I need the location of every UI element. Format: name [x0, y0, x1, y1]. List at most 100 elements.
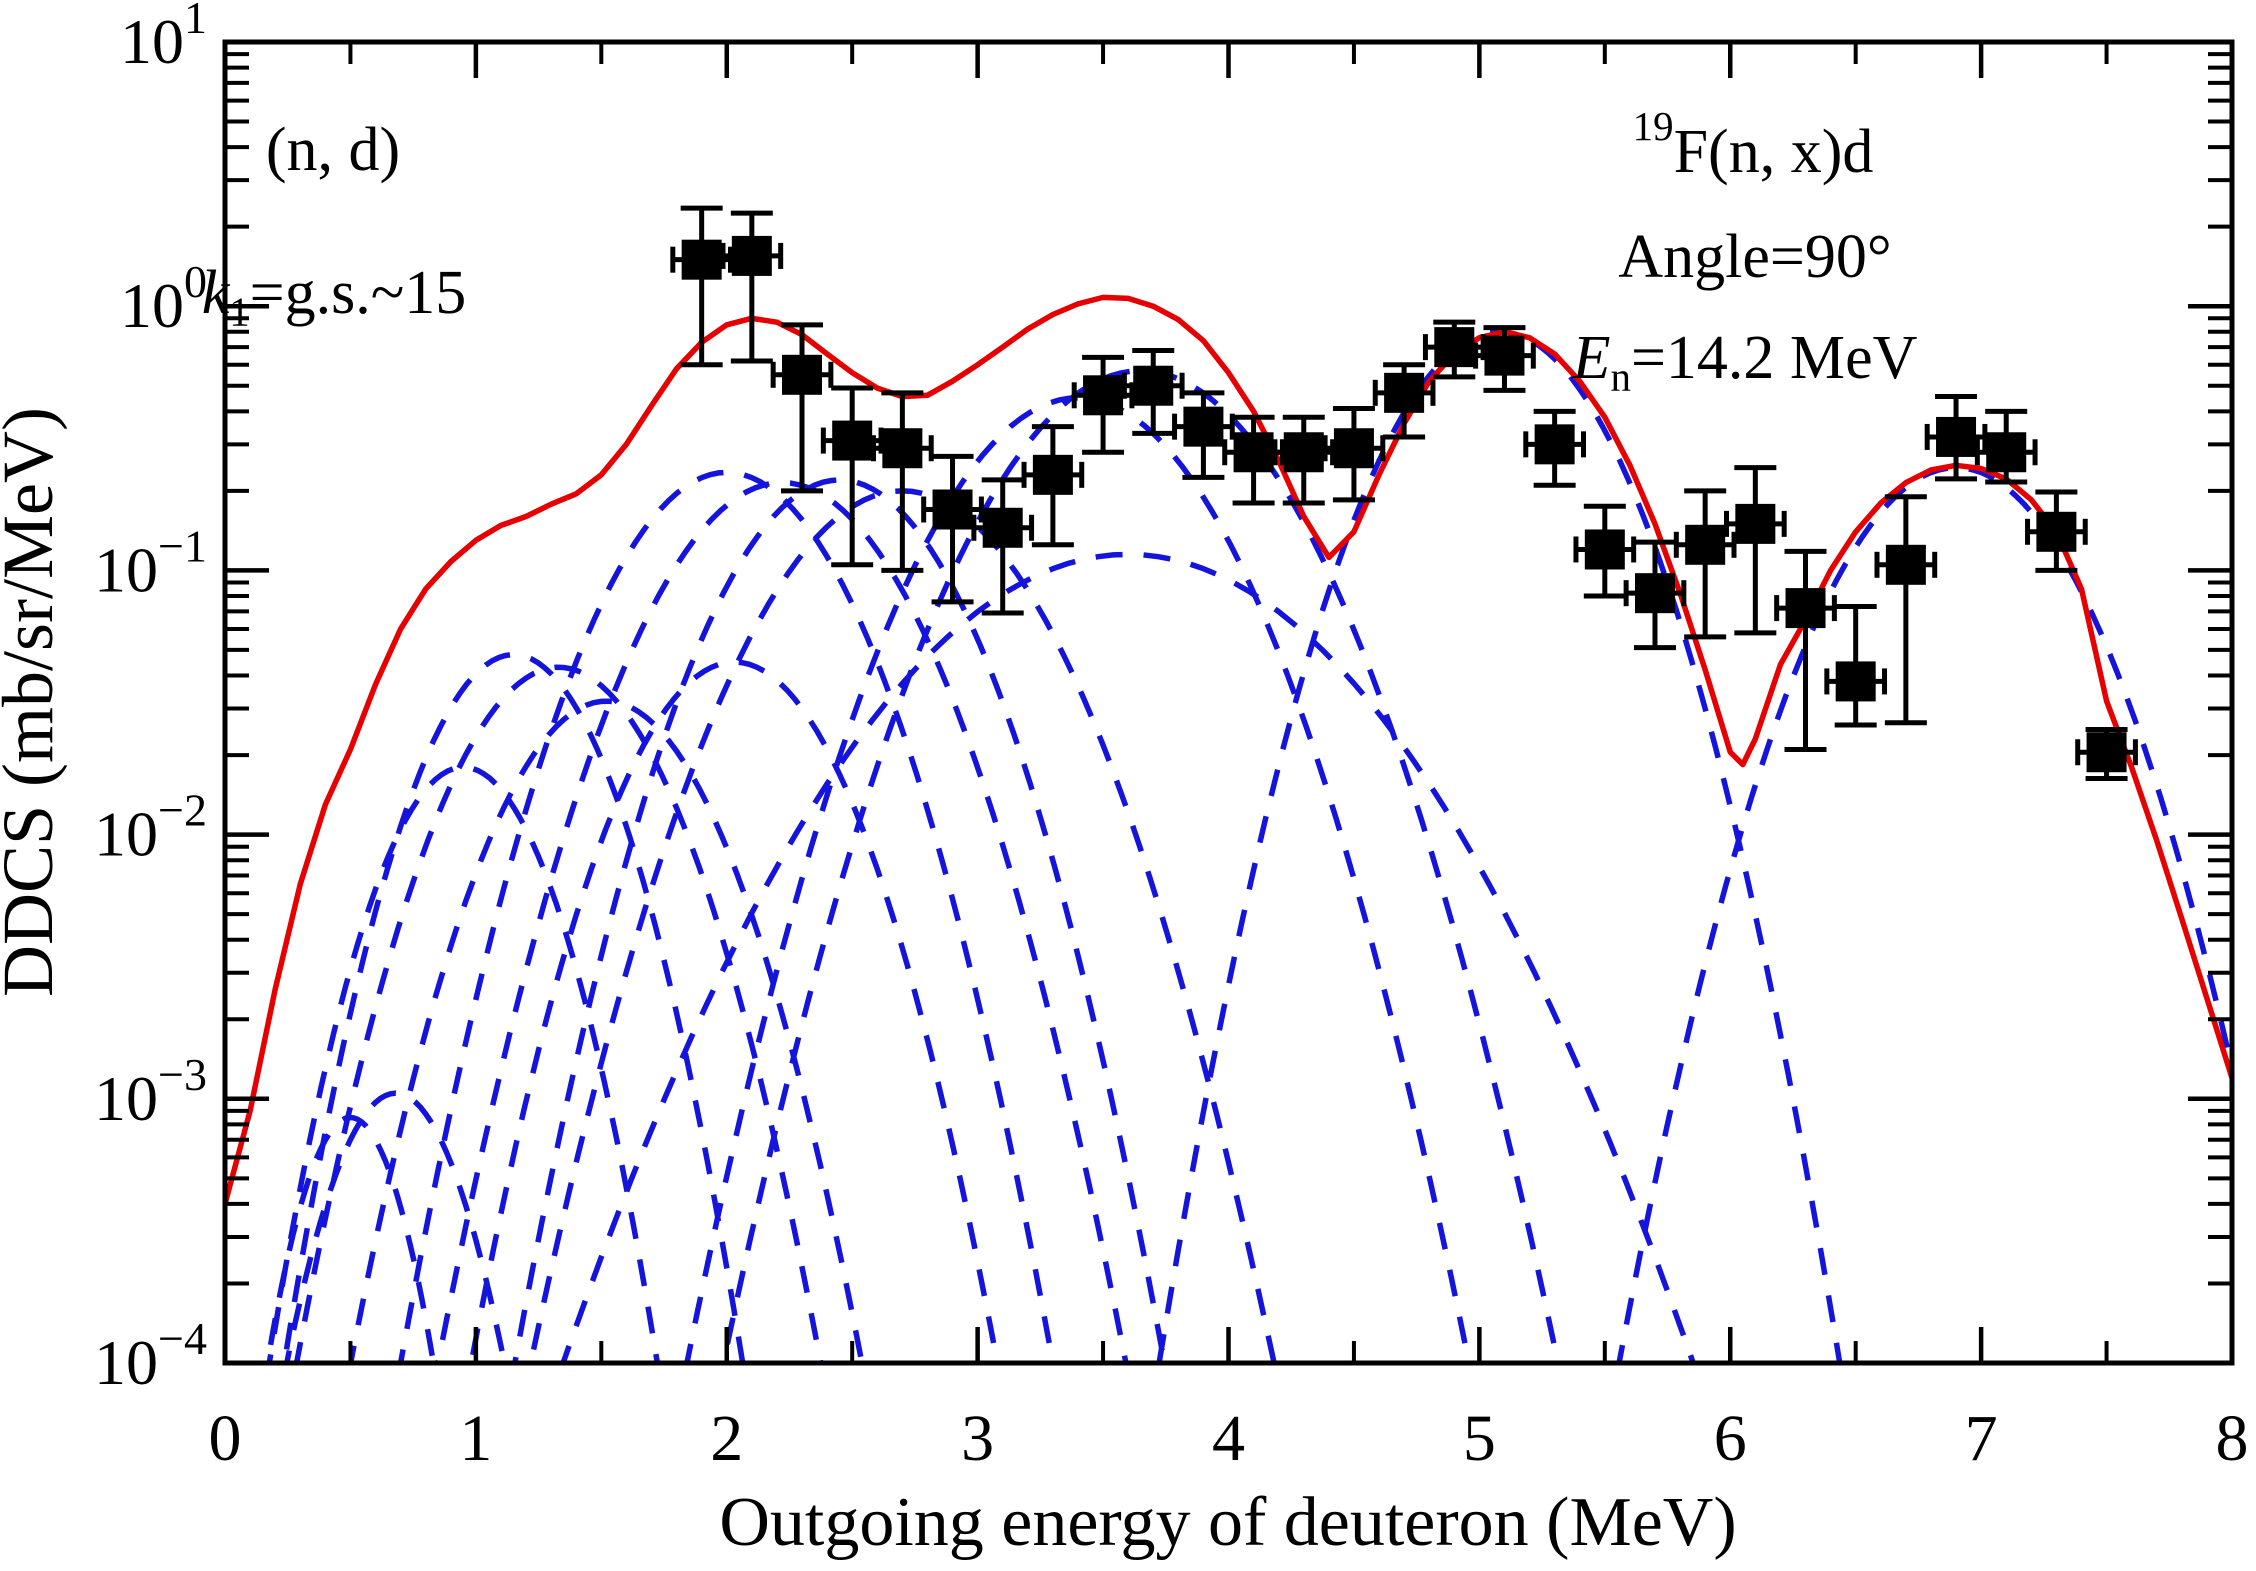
data-point: [1021, 424, 1085, 548]
level-curve: [1616, 464, 2232, 1363]
energy-label: En=14.2 MeV: [1572, 324, 1918, 399]
level-curve: [512, 477, 1168, 1363]
square-marker: [1183, 406, 1224, 447]
x-tick-label: 1: [459, 1402, 492, 1475]
square-marker: [681, 239, 722, 280]
square-marker: [882, 428, 923, 469]
annotations: (n, d) k1=g.s.~15 19F(n, x)d Angle=90° En=14…: [202, 104, 1918, 400]
y-tick-labels: 101 100 10−1 10−2 10−3 10−4: [94, 0, 207, 1398]
square-marker: [1032, 454, 1073, 495]
level-curve: [560, 551, 1697, 1363]
level-curve: [397, 469, 1056, 1363]
square-marker: [731, 235, 772, 276]
data-point: [1623, 539, 1687, 651]
square-marker: [1885, 544, 1926, 585]
square-marker: [1283, 432, 1324, 473]
total-curve: [225, 294, 2232, 1205]
x-tick-label: 2: [710, 1402, 743, 1475]
total-spectrum-line: [225, 294, 2232, 1205]
square-marker: [1233, 432, 1274, 473]
square-marker: [932, 489, 973, 530]
data-point: [770, 322, 834, 494]
data-point: [1824, 604, 1888, 728]
angle-label: Angle=90°: [1618, 223, 1891, 291]
data-point: [1723, 465, 1787, 636]
y-tick-label: 101: [120, 0, 207, 77]
data-point: [1673, 488, 1737, 640]
square-marker: [1534, 424, 1575, 465]
square-marker: [1133, 365, 1174, 406]
data-point: [1222, 414, 1285, 506]
square-marker: [2036, 511, 2077, 552]
square-marker: [832, 420, 873, 461]
square-marker: [1685, 524, 1726, 565]
square-marker: [1584, 529, 1625, 570]
data-point: [1121, 347, 1185, 436]
x-tick-label: 5: [1463, 1402, 1496, 1475]
y-tick-label: 10−1: [94, 520, 207, 605]
data-point: [1523, 408, 1586, 488]
square-marker: [1434, 327, 1475, 368]
square-marker: [1484, 335, 1525, 376]
data-point: [1322, 406, 1386, 503]
x-tick-label: 0: [209, 1402, 242, 1475]
data-point: [1422, 319, 1486, 380]
data-point: [1071, 354, 1135, 455]
square-marker: [982, 507, 1023, 548]
data-point: [1774, 548, 1837, 752]
y-tick-label: 100: [120, 256, 207, 341]
x-tick-label: 3: [961, 1402, 994, 1475]
square-marker: [1735, 503, 1776, 544]
x-axis-title: Outgoing energy of deuteron (MeV): [719, 1484, 1736, 1561]
data-point: [1974, 408, 2038, 485]
square-marker: [1333, 428, 1374, 469]
y-tick-label: 10−2: [94, 785, 207, 870]
square-marker: [2086, 732, 2127, 773]
x-tick-label: 8: [2216, 1402, 2249, 1475]
channel-label: (n, d): [266, 116, 400, 184]
square-marker: [782, 354, 823, 395]
level-curve: [468, 659, 1001, 1363]
y-axis-ticks: [225, 39, 2232, 1366]
data-point: [1874, 494, 1938, 726]
level-curve: [435, 479, 1129, 1363]
reaction-label: 19F(n, x)d: [1633, 104, 1874, 186]
data-point: [921, 453, 984, 605]
data-point: [1272, 414, 1336, 506]
data-point: [971, 477, 1035, 616]
square-marker: [1384, 372, 1425, 413]
data-point: [2025, 489, 2088, 573]
square-marker: [1083, 375, 1124, 416]
data-point: [720, 210, 784, 364]
square-marker: [1835, 661, 1876, 702]
level-curve: [264, 1114, 437, 1363]
square-marker: [1986, 432, 2027, 473]
data-points: [670, 205, 2138, 782]
x-tick-label: 7: [1965, 1402, 1998, 1475]
y-tick-label: 10−3: [94, 1049, 207, 1134]
level-curve: [293, 664, 824, 1363]
levels-label: k1=g.s.~15: [202, 259, 467, 334]
x-tick-label: 4: [1212, 1402, 1245, 1475]
data-point: [2075, 726, 2138, 782]
square-marker: [1936, 416, 1977, 457]
y-tick-label: 10−4: [94, 1313, 207, 1398]
data-point: [1372, 362, 1436, 440]
x-tick-labels: 0 1 2 3 4 5 6 7 8: [209, 1402, 2249, 1475]
data-point: [871, 390, 934, 573]
data-point: [1924, 394, 1988, 482]
level-curve: [347, 698, 865, 1363]
x-axis-ticks: [222, 42, 2235, 1363]
square-marker: [1785, 588, 1826, 629]
data-point: [1473, 325, 1536, 393]
level-curve: [266, 764, 661, 1363]
level-curve: [281, 651, 746, 1363]
level-curve: [684, 395, 1472, 1363]
square-marker: [1634, 573, 1675, 614]
data-point: [1573, 503, 1637, 599]
data-point: [1172, 390, 1235, 480]
y-axis-title: DDCS (mb/sr/MeV): [0, 407, 68, 997]
